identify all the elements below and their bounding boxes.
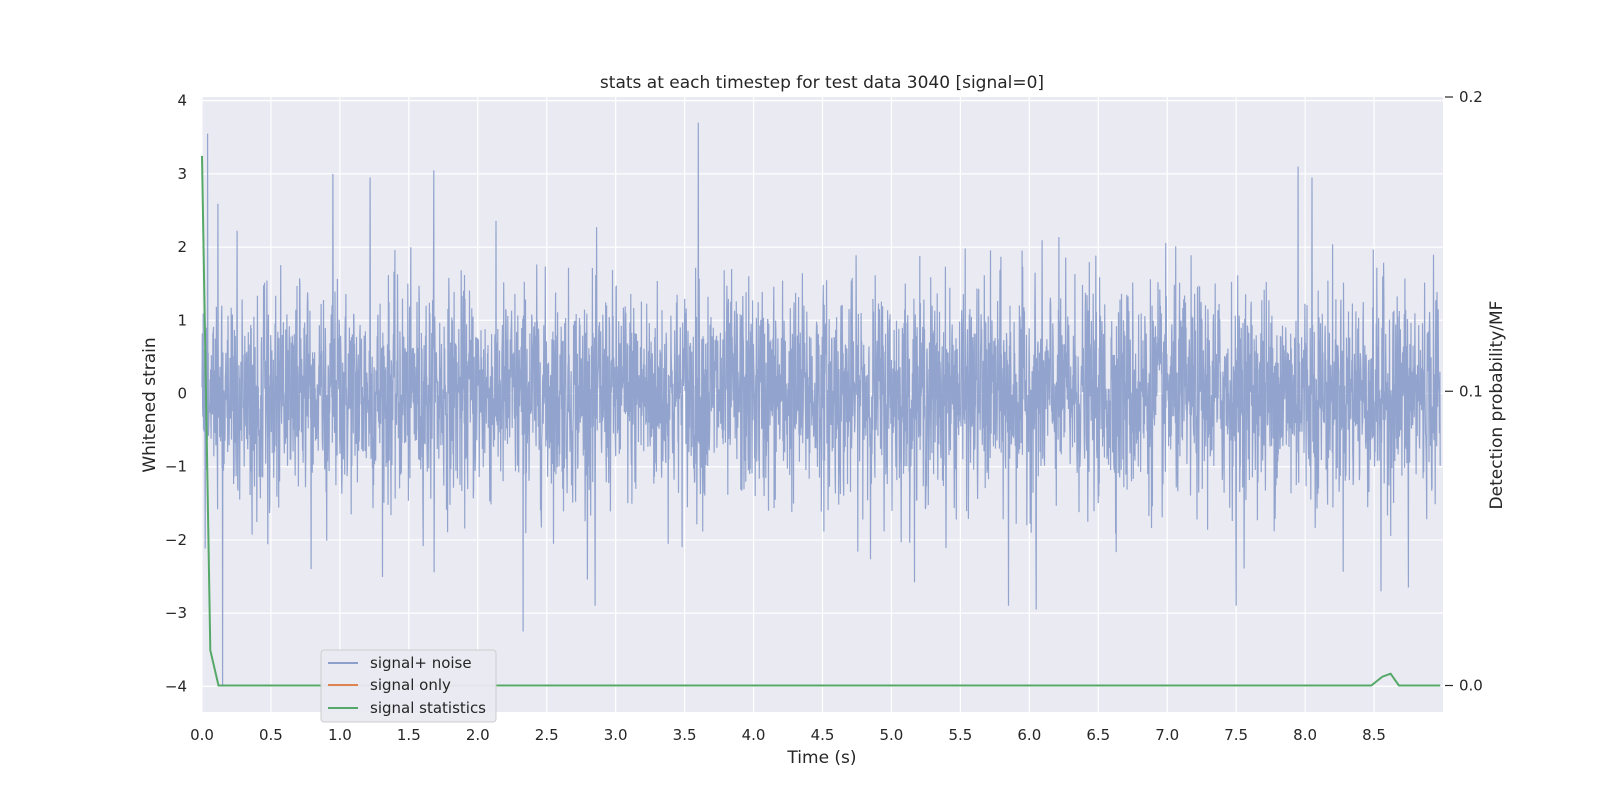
y-tick-label-right: 0.1 [1459, 382, 1483, 400]
y-tick-label-left: −4 [165, 677, 187, 695]
y-tick-label-left: −2 [165, 531, 187, 549]
x-tick-label: 0.0 [190, 726, 214, 744]
x-tick-label: 6.5 [1086, 726, 1110, 744]
x-axis-label: Time (s) [786, 748, 856, 768]
x-tick-label: 2.0 [466, 726, 490, 744]
x-tick-label: 1.5 [397, 726, 421, 744]
x-tick-label: 1.0 [328, 726, 352, 744]
x-tick-label: 3.5 [673, 726, 697, 744]
signal-noise-line [201, 122, 1441, 687]
x-tick-label: 4.5 [811, 726, 835, 744]
y-tick-label-left: −3 [165, 604, 187, 622]
x-tick-label: 8.5 [1362, 726, 1386, 744]
legend-label-signal-statistics: signal statistics [370, 699, 486, 717]
x-tick-label: 8.0 [1293, 726, 1317, 744]
y-axis-label-right: Detection probability/MF [1487, 301, 1507, 510]
chart-title: stats at each timestep for test data 304… [600, 73, 1044, 93]
y-tick-label-left: 4 [177, 92, 187, 110]
series-signal-statistics [201, 155, 1441, 687]
tick-labels: 0.0 0.5 1.0 1.5 2.0 2.5 3.0 3.5 4.0 4.5 5.0 5.5 6.0 6… [165, 88, 1483, 744]
y-tick-label-right: 0.2 [1459, 88, 1483, 106]
x-tick-label: 0.5 [259, 726, 283, 744]
x-tick-label: 6.0 [1017, 726, 1041, 744]
series-signal-noise [201, 122, 1441, 687]
x-tick-label: 5.5 [948, 726, 972, 744]
y-axis-label-left: Whitened strain [140, 337, 160, 472]
signal-statistics-line [201, 155, 1441, 687]
legend-box [320, 649, 497, 723]
x-tick-label: 7.0 [1155, 726, 1179, 744]
legend-label-signal-only: signal only [370, 676, 451, 694]
y-tick-label-left: 2 [177, 238, 187, 256]
y-tick-label-left: 1 [177, 311, 187, 329]
x-tick-label: 2.5 [535, 726, 559, 744]
legend: signal+ noise signal only signal statist… [320, 649, 497, 723]
x-tick-label: 3.0 [604, 726, 628, 744]
y-tick-label-left: 3 [177, 165, 187, 183]
y-tick-label-left: −1 [165, 458, 187, 476]
y-tick-label-right: 0.0 [1459, 677, 1483, 695]
y-tick-label-left: 0 [177, 385, 187, 403]
x-tick-label: 7.5 [1224, 726, 1248, 744]
x-tick-label: 4.0 [742, 726, 766, 744]
x-tick-label: 5.0 [880, 726, 904, 744]
legend-label-signal-noise: signal+ noise [370, 654, 472, 672]
